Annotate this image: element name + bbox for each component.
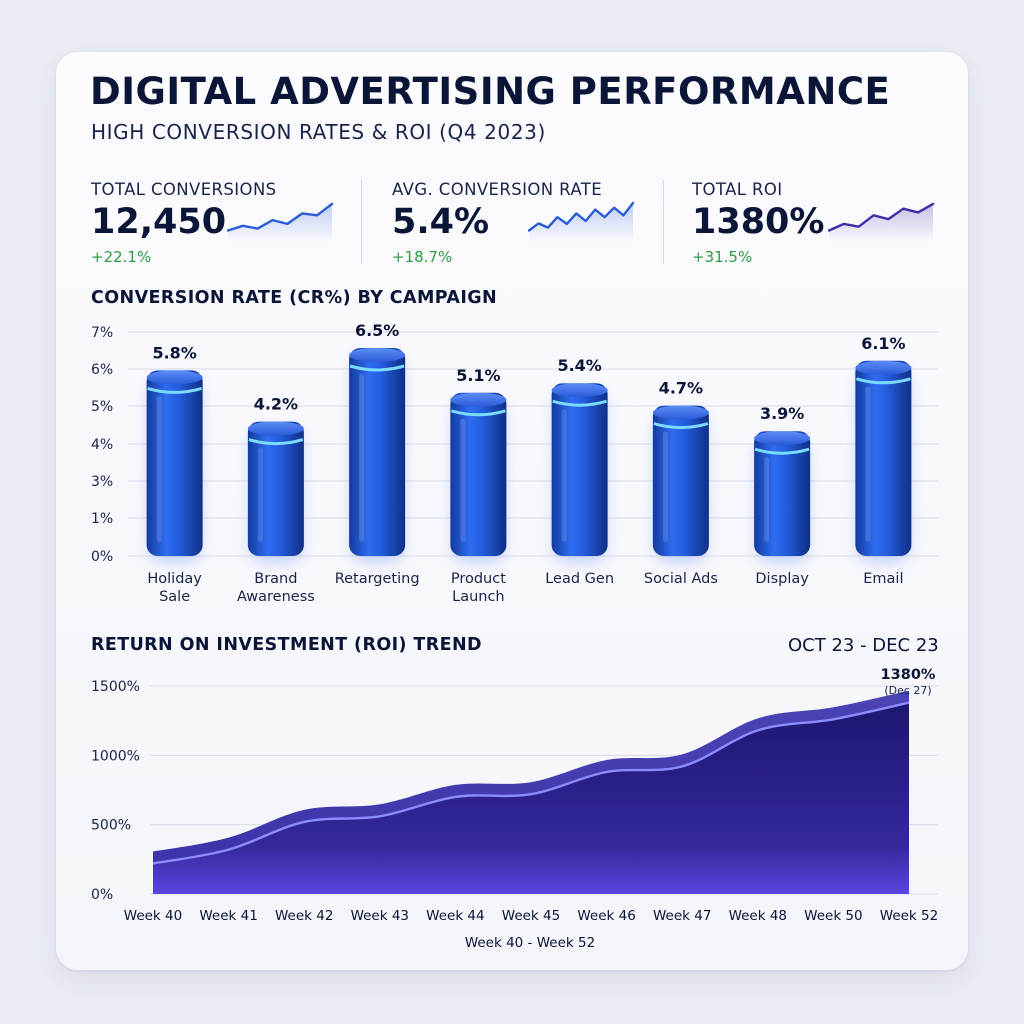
x-category-label: Awareness	[237, 589, 315, 605]
bar	[247, 421, 304, 556]
x-category-label: Sale	[159, 589, 190, 605]
bar-value-label: 6.1%	[861, 334, 905, 353]
sparkline-fill	[829, 203, 933, 242]
y-tick-label: 0%	[91, 549, 113, 565]
date-range-label: OCT 23 - DEC 23	[788, 635, 939, 656]
bar	[551, 383, 608, 556]
bar-value-label: 4.2%	[254, 395, 298, 414]
bar-value-label: 5.8%	[152, 343, 196, 362]
bar-highlight	[865, 386, 871, 542]
kpi-value: 12,450	[91, 202, 227, 242]
bar-value-label: 5.1%	[456, 366, 500, 385]
bar-ring	[855, 377, 911, 385]
x-category-label: Display	[755, 571, 809, 587]
page-title: DIGITAL ADVERTISING PERFORMANCE	[90, 70, 891, 113]
kpi-label: TOTAL CONVERSIONS	[91, 180, 277, 199]
bar-highlight	[764, 457, 770, 542]
kpi-value: 1380%	[692, 202, 825, 242]
area-chart-title: RETURN ON INVESTMENT (ROI) TREND	[91, 635, 482, 655]
kpi-total-conversions: TOTAL CONVERSIONS 12,450 +22.1%	[91, 178, 351, 268]
bar-cap	[146, 370, 203, 385]
bar-ring	[450, 409, 506, 417]
bar-highlight	[662, 431, 668, 542]
bar-ring	[349, 364, 405, 372]
bar	[146, 370, 203, 556]
x-category-label: Email	[863, 571, 903, 587]
bar-value-label: 6.5%	[355, 321, 399, 340]
sparkline-line	[227, 202, 334, 232]
sparkline-line	[828, 202, 935, 232]
sparkline-fill	[529, 203, 633, 242]
bar	[349, 348, 406, 556]
y-tick-label: 5%	[91, 399, 113, 415]
x-category-label: Launch	[452, 589, 505, 605]
bar-highlight	[359, 374, 365, 542]
x-category-label: Product	[451, 571, 506, 587]
kpi-total-roi: TOTAL ROI 1380% +31.5%	[692, 178, 952, 268]
bar-ring	[653, 422, 709, 430]
kpi-label: TOTAL ROI	[692, 180, 783, 199]
bar-cap	[754, 431, 811, 446]
y-tick-label: 1%	[91, 511, 113, 527]
kpi-avg-conversion-rate: AVG. CONVERSION RATE 5.4% +18.7%	[392, 178, 652, 268]
x-category-label: Social Ads	[644, 571, 718, 587]
bar-highlight	[257, 447, 263, 542]
sparkline-chart	[528, 201, 635, 242]
kpi-value: 5.4%	[392, 202, 490, 242]
x-category-label: Lead Gen	[545, 571, 614, 587]
bar-ring	[754, 447, 810, 455]
kpi-delta: +18.7%	[392, 248, 453, 266]
x-category-label: Holiday	[147, 571, 202, 587]
x-category-label: Brand	[254, 571, 297, 587]
page-subtitle: HIGH CONVERSION RATES & ROI (Q4 2023)	[91, 120, 546, 144]
bar	[450, 392, 507, 556]
bar-ring	[552, 399, 608, 407]
y-tick-label: 7%	[91, 325, 113, 341]
bar-cap	[349, 348, 406, 362]
sparkline-chart	[227, 202, 334, 242]
campaign-bar-chart: 0% 1% 3% 4% 5% 6% 7% 5.8% Holiday Sale 4.2% Brand Aw…	[91, 321, 938, 605]
bar-value-label: 5.4%	[557, 356, 601, 375]
bar-cap	[652, 405, 709, 420]
kpi-label: AVG. CONVERSION RATE	[392, 180, 603, 199]
bar-highlight	[156, 396, 162, 542]
bar-chart-title: CONVERSION RATE (CR%) BY CAMPAIGN	[91, 288, 498, 308]
bar-ring	[248, 438, 304, 446]
sparkline-line	[528, 201, 635, 232]
kpi-divider	[361, 180, 362, 264]
sparkline-chart	[828, 202, 935, 242]
bar-highlight	[460, 418, 466, 542]
bar	[855, 360, 912, 556]
x-category-label: Retargeting	[335, 571, 420, 587]
bar	[652, 405, 709, 556]
bar-cap	[247, 421, 304, 436]
bar-highlight	[561, 409, 567, 542]
bar-cap	[450, 392, 507, 407]
bar-cap	[551, 383, 608, 398]
bar-ring	[147, 386, 203, 394]
bar-cap	[855, 360, 912, 375]
kpi-divider	[663, 180, 664, 264]
bar-value-label: 3.9%	[760, 404, 804, 423]
bar-value-label: 4.7%	[659, 379, 703, 398]
y-tick-label: 3%	[91, 474, 113, 490]
y-tick-label: 4%	[91, 437, 113, 453]
y-tick-label: 6%	[91, 362, 113, 378]
kpi-delta: +22.1%	[91, 248, 152, 266]
bar	[754, 431, 811, 556]
kpi-delta: +31.5%	[692, 248, 753, 266]
